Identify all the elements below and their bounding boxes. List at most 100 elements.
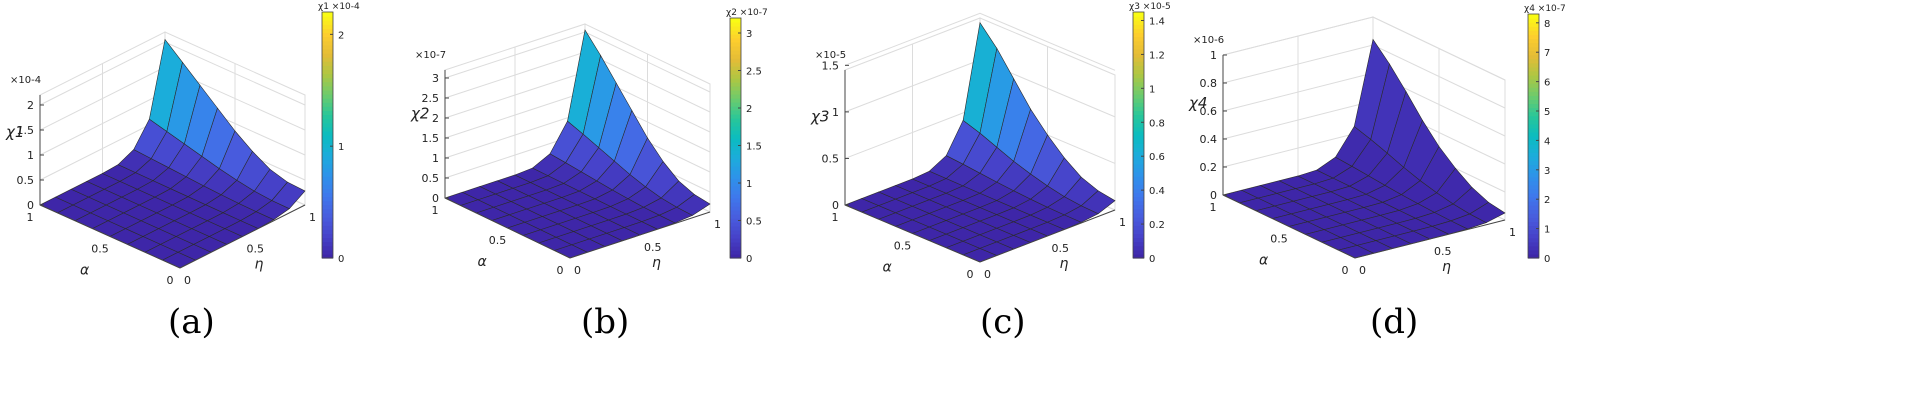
colorbar-segment xyxy=(1528,229,1539,235)
colorbar-tick-label: 2 xyxy=(338,30,344,41)
z-axis-title: χ4 xyxy=(1188,94,1207,112)
colorbar-segment xyxy=(1133,12,1144,17)
eta-axis-line xyxy=(1354,219,1506,259)
colorbar-segment xyxy=(1528,233,1539,239)
colorbar-segment xyxy=(1528,241,1539,247)
surface-plot-c: 0 0.5 1 1.5×10-5 χ3 0 0.5 1 α 0 0.5 1 η 0 0.2 0.4 0.6 0.8… xyxy=(810,2,1171,281)
eta-axis-title: η xyxy=(255,257,264,273)
colorbar-segment xyxy=(730,142,741,147)
colorbar-segment xyxy=(322,188,333,193)
colorbar-segment xyxy=(730,146,741,151)
colorbar-segment xyxy=(1133,184,1144,189)
colorbar-segment xyxy=(322,249,333,255)
colorbar-segment xyxy=(730,62,741,67)
colorbar-segment xyxy=(1133,98,1144,103)
colorbar-segment xyxy=(730,74,741,79)
colorbar-segment xyxy=(322,118,333,124)
colorbar-segment xyxy=(1133,24,1144,29)
colorbar-segment xyxy=(730,166,741,171)
colorbar-segment xyxy=(730,130,741,135)
colorbar-segment xyxy=(1133,204,1144,210)
z-tick-label: 0.5 xyxy=(17,174,35,187)
colorbar-segment xyxy=(322,204,333,210)
colorbar-segment xyxy=(322,53,333,58)
colorbar-segment xyxy=(322,89,333,95)
colorbar-segment xyxy=(1133,20,1144,25)
colorbar-segment xyxy=(730,174,741,179)
z-tick-label: 0 xyxy=(1210,189,1217,202)
colorbar-segment xyxy=(1133,135,1144,140)
alpha-tick-label: 0.5 xyxy=(894,240,912,253)
colorbar-segment xyxy=(1528,91,1539,96)
colorbar-segment xyxy=(1528,188,1539,194)
colorbar-segment xyxy=(322,69,333,75)
colorbar-segment xyxy=(322,20,333,25)
z-tick-label: 2 xyxy=(27,99,34,112)
colorbar-segment xyxy=(322,163,333,169)
colorbar-segment xyxy=(1528,46,1539,52)
colorbar-segment xyxy=(322,151,333,157)
colorbar-segment xyxy=(1528,156,1539,161)
eta-tick-label: 0 xyxy=(1359,264,1366,277)
colorbar-segment xyxy=(1528,123,1539,129)
colorbar-segment xyxy=(322,98,333,103)
alpha-tick-label: 0 xyxy=(967,268,974,281)
colorbar-segment xyxy=(1528,144,1539,149)
colorbar-segment xyxy=(322,171,333,177)
colorbar-segment xyxy=(730,222,741,227)
colorbar-segment xyxy=(730,102,741,107)
colorbar-segment xyxy=(1528,107,1539,113)
colorbar-segment xyxy=(730,226,741,231)
z-tick-label: 1 xyxy=(432,152,439,165)
colorbar-segment xyxy=(1528,75,1539,80)
colorbar-segment xyxy=(322,184,333,189)
colorbar-segment xyxy=(322,61,333,66)
z-tick-label: 1 xyxy=(1210,49,1217,62)
colorbar-segment xyxy=(1528,217,1539,222)
colorbar-segment xyxy=(730,86,741,91)
colorbar-segment xyxy=(1528,201,1539,206)
panel-caption-b: (b) xyxy=(581,302,630,342)
colorbar-segment xyxy=(1133,200,1144,206)
eta-tick-label: 0.5 xyxy=(644,241,662,254)
colorbar-segment xyxy=(730,158,741,163)
colorbar-title: χ2 ×10-7 xyxy=(726,8,768,18)
colorbar-segment xyxy=(730,94,741,99)
colorbar-segment xyxy=(1528,95,1539,100)
z-gridline xyxy=(844,12,1116,71)
alpha-tick-label: 1 xyxy=(432,204,439,217)
colorbar-segment xyxy=(1133,44,1144,50)
colorbar-segment xyxy=(730,66,741,71)
colorbar-segment xyxy=(1133,28,1144,34)
z-tick-label: 1.5 xyxy=(17,124,35,137)
colorbar-segment xyxy=(322,77,333,83)
z-tick-label: 2.5 xyxy=(422,92,440,105)
colorbar-segment xyxy=(1528,192,1539,198)
colorbar-segment xyxy=(730,38,741,43)
colorbar-tick-label: 1.4 xyxy=(1149,16,1165,27)
alpha-axis-line xyxy=(844,204,981,263)
chart-panel-a: 0 0.5 1 1.5 2 ×10-4 χ1 0 0.5 1 α 0 0.5 1 η 0 1 2 χ1 ×10-4 … xyxy=(0,0,470,417)
colorbar-segment xyxy=(1528,237,1539,243)
colorbar-segment xyxy=(730,162,741,167)
colorbar-segment xyxy=(1528,26,1539,31)
colorbar-segment xyxy=(322,32,333,38)
colorbar-segment xyxy=(1133,163,1144,169)
colorbar-segment xyxy=(1528,184,1539,190)
colorbar-segment xyxy=(730,70,741,75)
colorbar-tick-label: 3 xyxy=(1544,166,1550,177)
colorbar-tick-label: 0.4 xyxy=(1149,186,1165,197)
z-tick-label: 0.4 xyxy=(1200,133,1218,146)
colorbar-segment xyxy=(1133,69,1144,75)
colorbar-segment xyxy=(1528,205,1539,210)
colorbar-tick-label: 2.5 xyxy=(746,67,762,78)
colorbar-segment xyxy=(1133,188,1144,193)
colorbar-segment xyxy=(322,176,333,181)
colorbar-segment xyxy=(730,50,741,55)
colorbar-segment xyxy=(1133,126,1144,132)
colorbar-segment xyxy=(1133,176,1144,181)
colorbar-tick-label: 2 xyxy=(746,104,752,115)
colorbar-segment xyxy=(1528,140,1539,145)
colorbar-segment xyxy=(1528,136,1539,141)
z-tick-label: 3 xyxy=(432,72,439,85)
